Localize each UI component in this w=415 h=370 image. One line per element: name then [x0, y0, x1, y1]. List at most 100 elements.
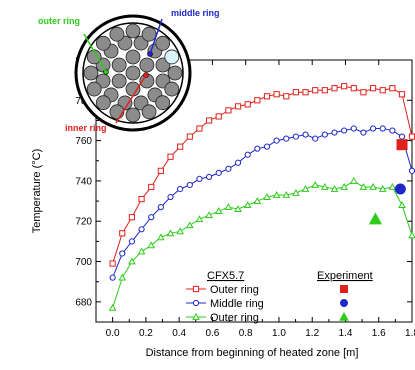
data-point — [234, 205, 242, 213]
data-point — [215, 113, 222, 120]
data-point — [157, 233, 165, 241]
legend-header-sim: CFX5.7 — [207, 270, 244, 282]
data-point — [312, 135, 319, 142]
data-point — [166, 229, 175, 237]
data-point — [148, 183, 155, 191]
data-point — [119, 250, 126, 257]
y-tick-label: 680 — [75, 297, 92, 308]
x-tick-label: 0.6 — [205, 328, 219, 339]
data-point — [292, 89, 300, 96]
experiment-point — [396, 139, 408, 151]
x-tick-label: 0.0 — [106, 328, 120, 339]
data-point — [388, 182, 397, 190]
data-point — [273, 137, 280, 144]
rod — [111, 73, 127, 89]
inner-ring-pointer — [115, 74, 147, 124]
data-point — [389, 85, 396, 92]
legend-header-exp: Experiment — [317, 270, 373, 282]
data-point — [408, 133, 415, 140]
data-point — [311, 180, 320, 188]
rod — [111, 57, 127, 73]
x-tick-label: 1.4 — [339, 328, 353, 339]
data-point — [369, 85, 377, 92]
series-line — [112, 180, 413, 309]
data-point — [148, 214, 155, 221]
data-point — [263, 93, 271, 100]
experiment-layer — [368, 139, 408, 225]
rod — [109, 104, 125, 120]
data-point — [302, 131, 309, 138]
data-point — [138, 195, 145, 203]
data-point — [128, 257, 136, 265]
inset-label-middle-ring: middle ring — [171, 8, 220, 18]
data-point — [273, 91, 280, 98]
data-point — [321, 131, 328, 138]
data-point — [186, 181, 193, 189]
series-line — [112, 128, 413, 278]
middle-ring-pointer — [149, 18, 163, 55]
data-point — [321, 87, 328, 94]
data-point — [398, 91, 406, 98]
data-point — [254, 145, 261, 152]
data-point — [379, 87, 386, 94]
legend-exp-marker — [340, 285, 348, 293]
data-point — [195, 215, 204, 223]
data-point — [157, 167, 164, 174]
rod — [83, 65, 99, 81]
data-point — [263, 193, 271, 200]
x-tick-label: 1.8 — [405, 328, 415, 339]
rod — [125, 107, 141, 123]
data-point — [225, 165, 232, 172]
data-point — [176, 227, 184, 235]
data-point — [321, 182, 329, 190]
data-point — [398, 133, 406, 140]
data-point — [138, 226, 145, 233]
rod — [164, 49, 180, 65]
data-point — [340, 182, 348, 190]
data-point — [283, 135, 290, 142]
rod — [125, 65, 141, 81]
y-tick-label: 720 — [75, 217, 92, 228]
data-point — [205, 117, 213, 124]
data-point — [360, 129, 367, 136]
data-point — [167, 193, 174, 201]
data-point — [272, 191, 281, 198]
data-point — [109, 274, 116, 281]
outer-ring-pointer — [83, 33, 107, 73]
rod — [86, 49, 102, 65]
data-point — [408, 167, 415, 174]
data-point — [185, 221, 194, 229]
legend-label: Middle ring — [210, 298, 264, 310]
legend-label: Outer ring — [210, 312, 259, 324]
experiment-point — [394, 183, 406, 195]
y-tick-label: 760 — [75, 136, 92, 147]
experiment-point — [368, 212, 383, 225]
data-point — [119, 230, 126, 237]
data-point — [330, 184, 339, 192]
x-tick-label: 0.4 — [172, 328, 186, 339]
data-point — [302, 89, 309, 96]
data-point — [177, 143, 184, 150]
data-point — [350, 125, 357, 132]
data-point — [331, 129, 338, 136]
data-point — [341, 83, 348, 90]
legend-marker — [192, 285, 200, 293]
rod — [125, 49, 141, 65]
data-point — [186, 133, 193, 140]
data-point — [244, 151, 251, 158]
data-point — [147, 241, 156, 249]
data-point — [205, 173, 213, 180]
legend-marker — [192, 299, 200, 307]
data-point — [118, 273, 127, 281]
rod — [95, 95, 111, 111]
data-point — [109, 260, 116, 267]
data-point — [157, 204, 164, 211]
data-point — [167, 153, 174, 160]
y-tick-label: 700 — [75, 257, 92, 268]
data-point — [378, 184, 387, 192]
rod — [155, 95, 171, 111]
data-point — [108, 303, 117, 311]
data-point — [292, 188, 300, 196]
rod — [86, 81, 102, 97]
